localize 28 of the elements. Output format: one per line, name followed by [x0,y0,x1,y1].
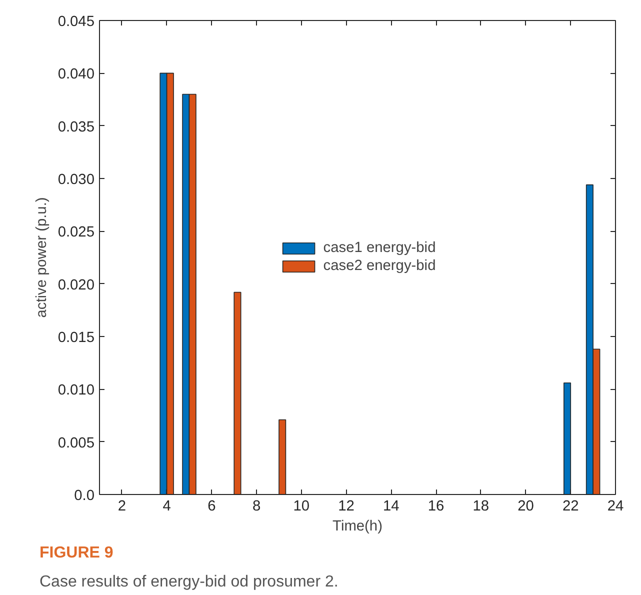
x-tick-label: 16 [428,498,444,514]
x-tick-label: 4 [162,498,171,514]
y-tick-label: 0.040 [58,66,95,83]
x-tick-label: 12 [338,498,354,514]
x-tick-label: 18 [472,498,490,514]
x-tick-label: 14 [383,498,400,514]
x-tick-label: 24 [607,498,624,514]
legend-label: case1 energy-bid [323,240,436,256]
y-tick-label: 0.0 [74,488,94,504]
y-tick-label: 0.010 [58,382,95,399]
y-tick-label: 0.045 [58,14,95,30]
caption: FIGURE 9 [40,544,114,562]
y-tick-label: 0.035 [58,119,95,136]
y-tick-label: 0.020 [58,277,95,294]
x-axis-title: Time(h) [332,518,382,534]
text: Case results of energy-bid od prosumer 2. [40,574,338,590]
legend-label: case2 energy-bid [323,258,436,274]
y-tick-label: 0.015 [58,330,95,346]
x-tick-label: 20 [518,498,534,514]
x-tick-label: 8 [252,498,261,514]
y-tick-label: 0.030 [58,172,95,188]
y-tick-label: 0.005 [58,435,95,452]
y-tick-label: 0.025 [58,224,95,241]
x-tick-label: 10 [293,498,310,514]
x-tick-label: 2 [118,498,126,514]
x-tick-label: 6 [208,498,216,514]
x-tick-label: 22 [562,498,579,514]
y-axis-title: active power (p.u.) [34,197,50,318]
